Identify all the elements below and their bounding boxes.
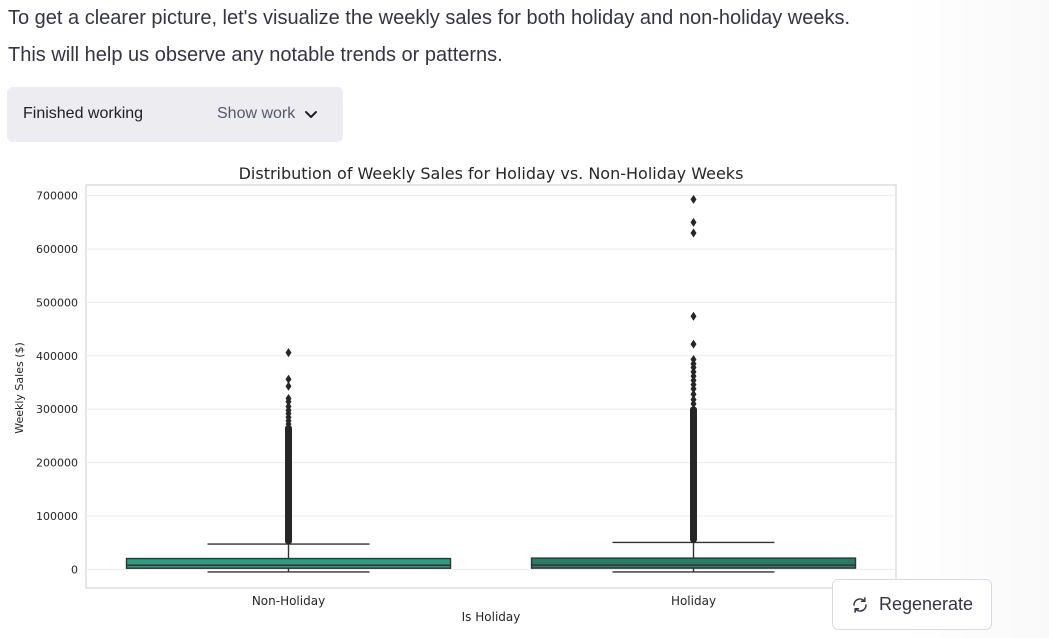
grid-lines xyxy=(86,195,896,570)
y-tick-label: 600000 xyxy=(36,243,78,256)
assistant-message-text: To get a clearer picture, let's visualiz… xyxy=(8,7,851,66)
side-shade xyxy=(900,0,1049,638)
outlier-point xyxy=(690,384,697,394)
outlier-cluster xyxy=(690,406,697,543)
plot-area xyxy=(85,184,897,589)
y-tick-label: 500000 xyxy=(36,296,78,309)
box-series xyxy=(125,194,857,573)
outlier-point xyxy=(285,374,292,384)
y-axis-label: Weekly Sales ($) xyxy=(13,342,26,434)
y-tick-label: 400000 xyxy=(36,350,78,363)
boxplot-chart: Distribution of Weekly Sales for Holiday… xyxy=(13,164,897,624)
outlier-point xyxy=(690,228,697,238)
box-non-holiday xyxy=(125,348,452,573)
chart-title: Distribution of Weekly Sales for Holiday… xyxy=(239,164,744,183)
y-tick-label: 700000 xyxy=(36,190,78,203)
outlier-point xyxy=(690,389,697,399)
y-tick-label: 100000 xyxy=(36,510,78,523)
box-holiday xyxy=(530,194,857,573)
y-axis-ticks: 0 100000 200000 300000 400000 500000 600000 700… xyxy=(36,190,78,577)
y-tick-label: 200000 xyxy=(36,457,78,470)
x-axis-label: Is Holiday xyxy=(462,610,521,624)
regenerate-button[interactable]: Regenerate xyxy=(832,579,992,630)
show-work-label: Show work xyxy=(217,105,296,122)
outlier-point xyxy=(690,217,697,227)
outlier-point xyxy=(285,397,292,407)
outlier-point xyxy=(285,419,292,429)
chevron-down-icon xyxy=(305,111,318,118)
chart-image: Distribution of Weekly Sales for Holiday… xyxy=(7,159,904,634)
y-tick-label: 0 xyxy=(71,563,78,576)
regenerate-label: Regenerate xyxy=(878,594,974,614)
outlier-cluster xyxy=(285,425,292,545)
refresh-icon xyxy=(853,596,867,613)
iqr-box xyxy=(125,557,452,569)
outlier-point xyxy=(690,194,697,204)
x-tick-label: Non-Holiday xyxy=(252,594,325,608)
x-axis-ticks: Non-Holiday Holiday xyxy=(252,594,716,608)
outlier-point xyxy=(690,339,697,349)
iqr-box xyxy=(530,557,857,569)
outlier-point xyxy=(285,348,292,358)
outlier-point xyxy=(690,399,697,409)
y-tick-label: 300000 xyxy=(36,403,78,416)
work-panel: Finished working Show work xyxy=(7,87,343,142)
work-status-label: Finished working xyxy=(23,105,144,122)
x-tick-label: Holiday xyxy=(671,594,716,608)
outlier-point xyxy=(690,311,697,321)
show-work-button[interactable]: Show work xyxy=(213,99,323,129)
outlier-point xyxy=(285,381,292,391)
